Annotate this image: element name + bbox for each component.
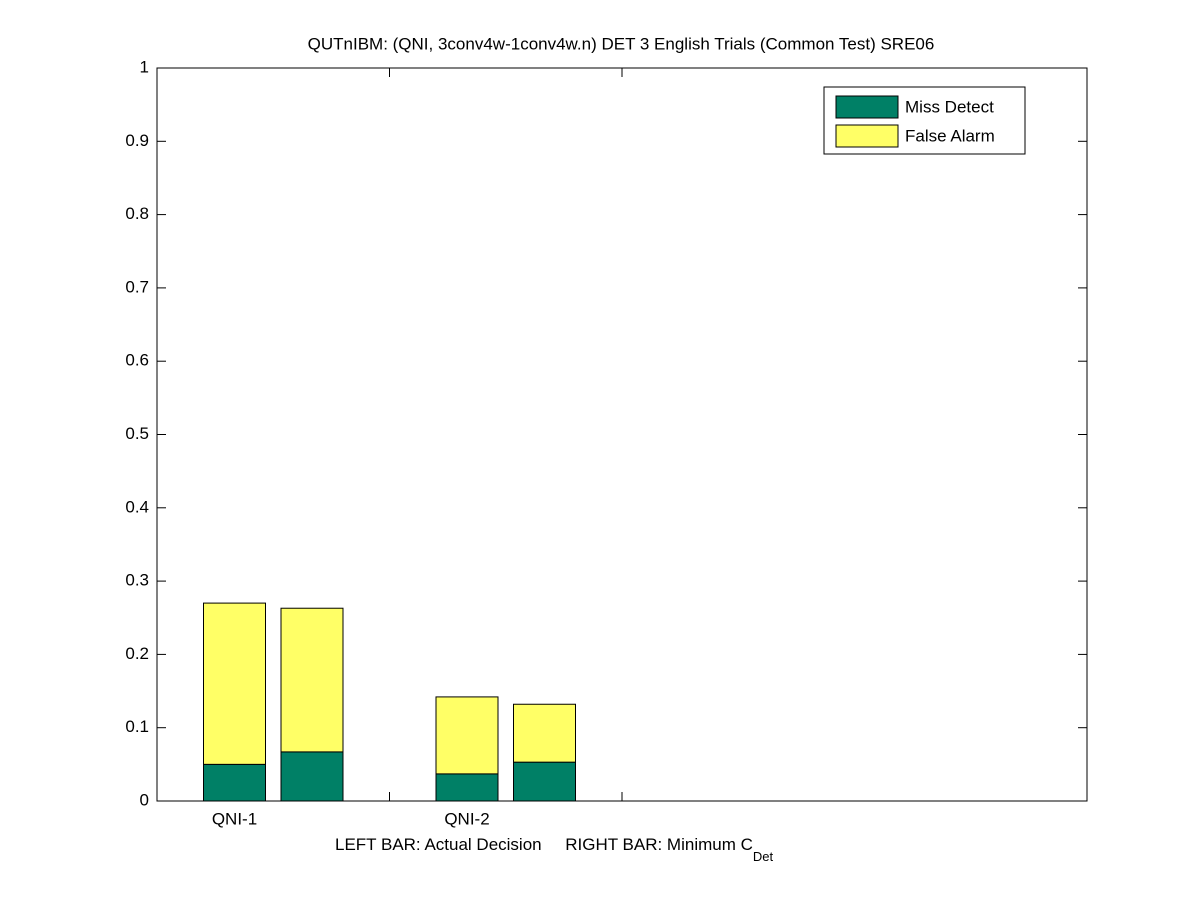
x-tick-label: QNI-1 bbox=[212, 809, 257, 828]
chart-title: QUTnIBM: (QNI, 3conv4w-1conv4w.n) DET 3 … bbox=[308, 34, 935, 53]
bar-segment bbox=[513, 761, 576, 802]
y-tick-label: 0 bbox=[140, 790, 149, 809]
x-axis-label-main: LEFT BAR: Actual Decision RIGHT BAR: Min… bbox=[335, 835, 753, 854]
y-tick-label: 0.3 bbox=[125, 571, 149, 590]
bar-segment bbox=[203, 763, 266, 802]
plot-frame bbox=[156, 67, 1088, 802]
bar-segment bbox=[280, 607, 344, 753]
x-axis-label-subscript: Det bbox=[753, 849, 774, 864]
legend-swatch bbox=[835, 95, 899, 119]
y-tick-label: 0.2 bbox=[125, 644, 149, 663]
y-tick-label: 0.9 bbox=[125, 131, 149, 150]
x-tick-label: QNI-2 bbox=[444, 809, 489, 828]
bar-segment bbox=[280, 751, 344, 802]
legend-label: Miss Detect bbox=[905, 97, 994, 116]
y-tick-label: 1 bbox=[140, 57, 149, 76]
y-tick-label: 0.6 bbox=[125, 351, 149, 370]
bar-segment bbox=[435, 696, 499, 775]
y-tick-label: 0.1 bbox=[125, 717, 149, 736]
legend-label: False Alarm bbox=[905, 126, 995, 145]
y-tick-label: 0.8 bbox=[125, 204, 149, 223]
bar-segment bbox=[513, 703, 576, 763]
bar-segment bbox=[203, 602, 266, 765]
legend-swatch bbox=[835, 124, 899, 148]
y-tick-label: 0.4 bbox=[125, 497, 149, 516]
y-tick-label: 0.5 bbox=[125, 424, 149, 443]
x-axis-label: LEFT BAR: Actual Decision RIGHT BAR: Min… bbox=[335, 835, 773, 864]
bar-segment bbox=[435, 773, 499, 802]
y-tick-label: 0.7 bbox=[125, 277, 149, 296]
